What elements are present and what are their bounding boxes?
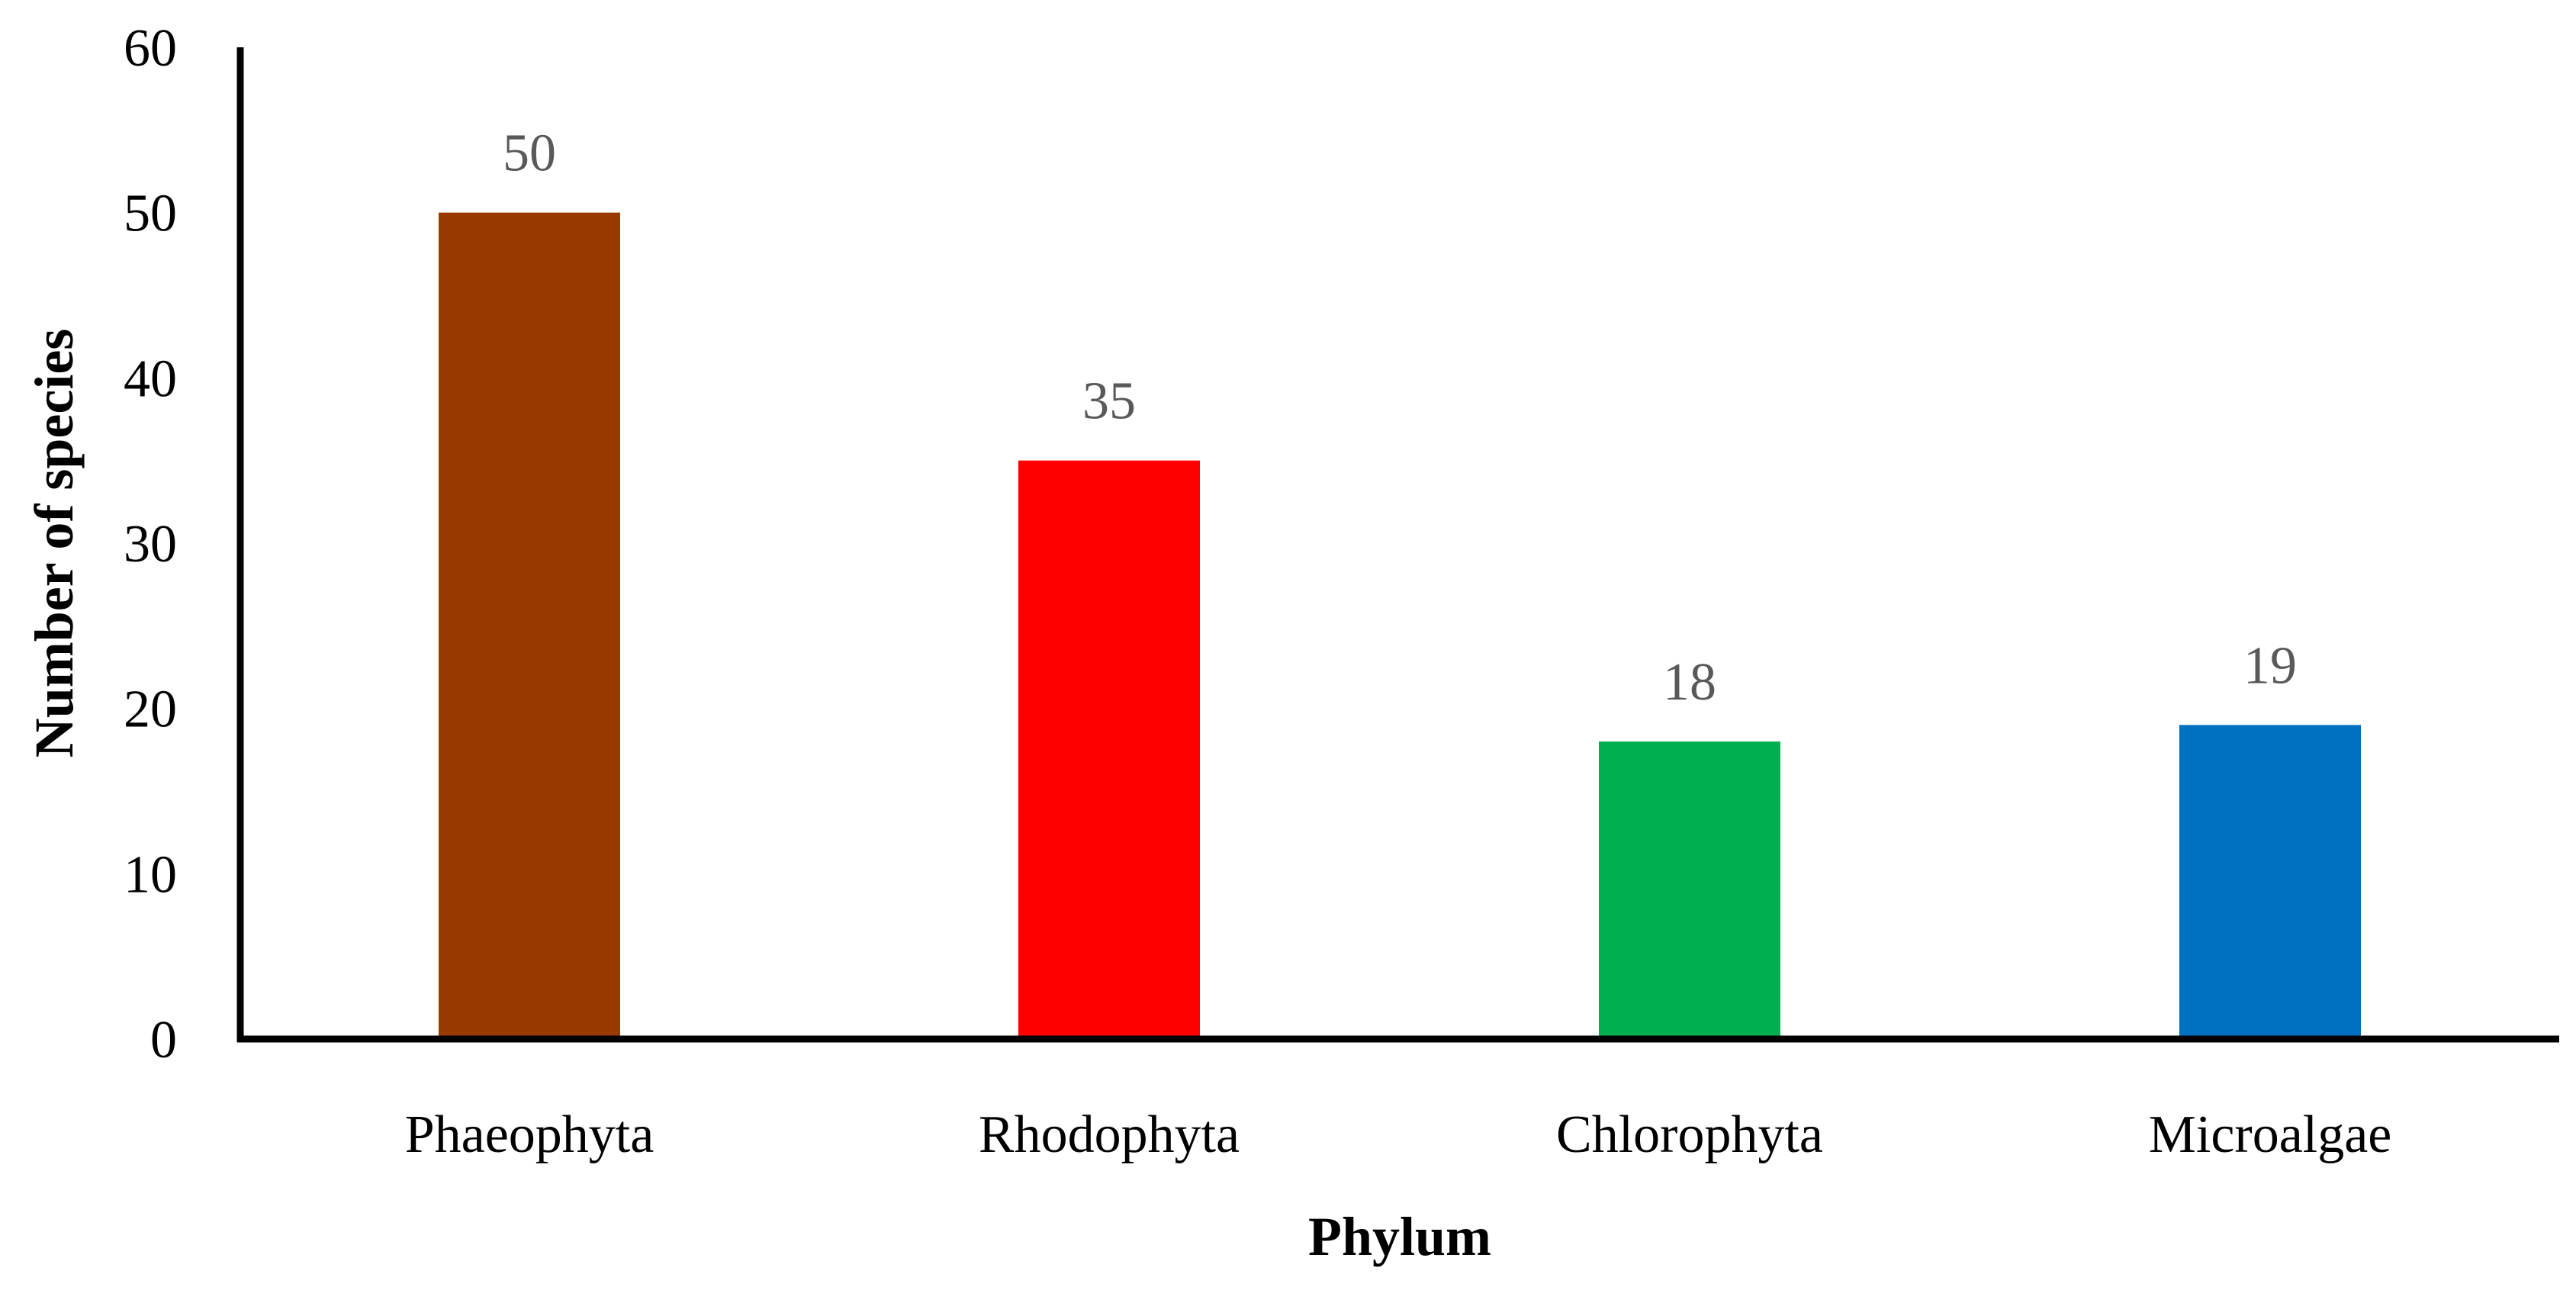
y-tick-label-20: 20 — [124, 680, 177, 739]
x-axis-title: Phylum — [1308, 1206, 1491, 1267]
data-labels-layer: 50 35 18 19 — [503, 124, 2297, 712]
x-tick-label-phaeophyta: Phaeophyta — [405, 1105, 654, 1164]
x-tick-label-microalgae: Microalgae — [2149, 1105, 2392, 1164]
data-label-rhodophyta: 35 — [1082, 372, 1136, 431]
y-tick-label-0: 0 — [150, 1011, 177, 1070]
x-category-labels-layer: Phaeophyta Rhodophyta Chlorophyta Microalga… — [405, 1105, 2392, 1164]
bar-microalgae — [2179, 725, 2361, 1039]
x-tick-label-chlorophyta: Chlorophyta — [1556, 1105, 1823, 1164]
y-tick-label-10: 10 — [124, 845, 177, 904]
y-tick-label-30: 30 — [124, 515, 177, 574]
data-label-chlorophyta: 18 — [1663, 653, 1716, 712]
data-label-phaeophyta: 50 — [503, 124, 556, 183]
y-tick-labels-layer: 0 10 20 30 40 50 60 — [124, 19, 177, 1070]
bar-rhodophyta — [1018, 460, 1200, 1039]
bar-phaeophyta — [439, 212, 620, 1040]
y-tick-label-40: 40 — [124, 349, 177, 408]
y-tick-label-60: 60 — [124, 19, 177, 78]
data-label-microalgae: 19 — [2243, 636, 2297, 695]
x-tick-label-rhodophyta: Rhodophyta — [979, 1105, 1240, 1164]
bars-layer — [439, 212, 2361, 1040]
bar-chlorophyta — [1599, 742, 1780, 1039]
y-tick-label-50: 50 — [124, 185, 177, 243]
y-axis-title: Number of species — [24, 329, 85, 758]
